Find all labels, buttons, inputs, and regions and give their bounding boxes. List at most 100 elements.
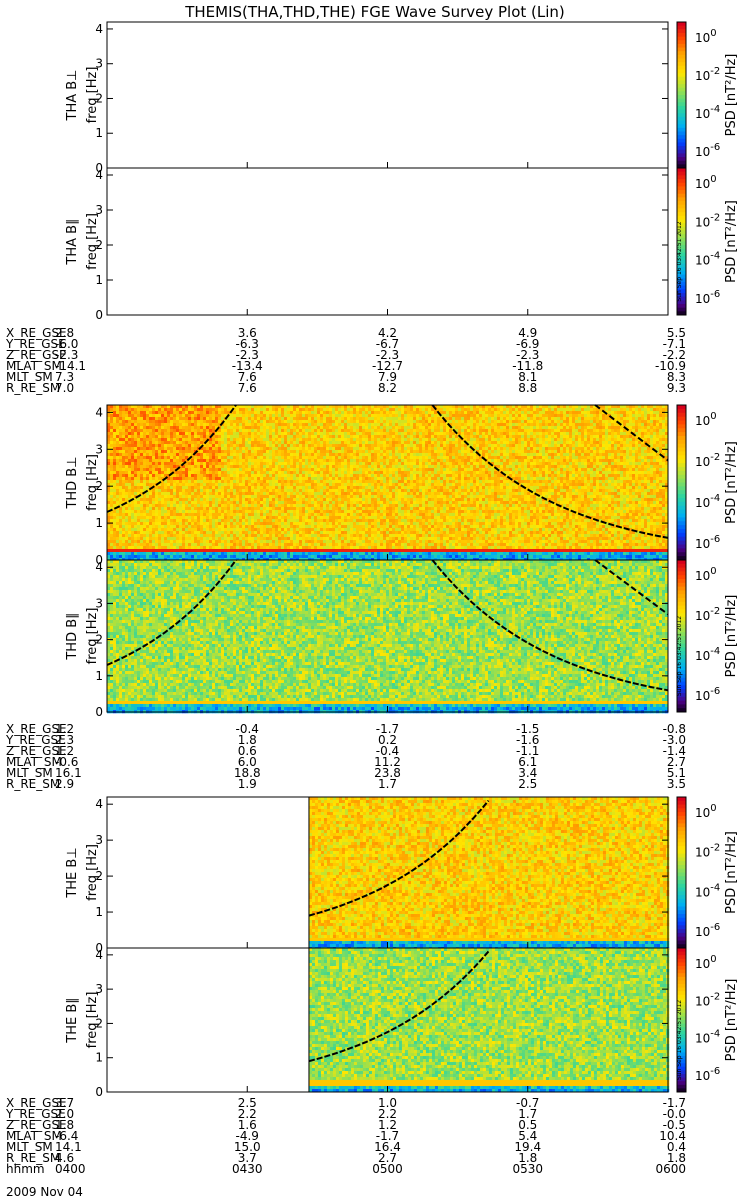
- heatmap-cell: [365, 480, 368, 483]
- heatmap-cell: [215, 465, 218, 468]
- heatmap-cell: [254, 495, 257, 498]
- heatmap-cell: [161, 486, 164, 489]
- heatmap-cell: [353, 552, 356, 555]
- heatmap-cell: [203, 486, 206, 489]
- heatmap-cell: [227, 435, 230, 438]
- heatmap-cell: [353, 531, 356, 534]
- heatmap-cell: [221, 483, 224, 486]
- heatmap-cell: [284, 483, 287, 486]
- heatmap-cell: [242, 543, 245, 546]
- heatmap-cell: [152, 465, 155, 468]
- heatmap-cell: [200, 432, 203, 435]
- heatmap-cell: [215, 528, 218, 531]
- heatmap-cell: [149, 408, 152, 411]
- heatmap-cell: [173, 528, 176, 531]
- heatmap-cell: [275, 441, 278, 444]
- heatmap-cell: [206, 546, 209, 549]
- heatmap-cell: [239, 435, 242, 438]
- heatmap-cell: [170, 546, 173, 549]
- heatmap-cell: [167, 543, 170, 546]
- heatmap-cell: [251, 489, 254, 492]
- heatmap-cell: [146, 447, 149, 450]
- heatmap-cell: [209, 537, 212, 540]
- heatmap-cell: [233, 549, 236, 552]
- heatmap-cell: [275, 411, 278, 414]
- heatmap-cell: [326, 429, 329, 432]
- heatmap-cell: [131, 525, 134, 528]
- heatmap-cell: [188, 480, 191, 483]
- heatmap-cell: [203, 423, 206, 426]
- heatmap-cell: [122, 519, 125, 522]
- heatmap-cell: [152, 495, 155, 498]
- heatmap-cell: [149, 498, 152, 501]
- heatmap-cell: [329, 486, 332, 489]
- heatmap-cell: [317, 471, 320, 474]
- heatmap-cell: [149, 525, 152, 528]
- heatmap-cell: [329, 492, 332, 495]
- heatmap-cell: [161, 435, 164, 438]
- heatmap-cell: [299, 468, 302, 471]
- heatmap-cell: [257, 525, 260, 528]
- heatmap-cell: [230, 507, 233, 510]
- heatmap-cell: [344, 492, 347, 495]
- heatmap-cell: [287, 471, 290, 474]
- heatmap-cell: [338, 480, 341, 483]
- heatmap-cell: [140, 450, 143, 453]
- heatmap-cell: [356, 489, 359, 492]
- heatmap-cell: [149, 441, 152, 444]
- heatmap-cell: [293, 456, 296, 459]
- heatmap-cell: [311, 516, 314, 519]
- heatmap-cell: [317, 417, 320, 420]
- heatmap-cell: [287, 525, 290, 528]
- y-tick-label: 0: [95, 308, 103, 322]
- heatmap-cell: [254, 498, 257, 501]
- heatmap-cell: [110, 459, 113, 462]
- heatmap-cell: [317, 408, 320, 411]
- heatmap-cell: [281, 450, 284, 453]
- heatmap-cell: [140, 516, 143, 519]
- heatmap-cell: [173, 429, 176, 432]
- heatmap-cell: [188, 549, 191, 552]
- heatmap-cell: [326, 525, 329, 528]
- heatmap-cell: [215, 468, 218, 471]
- heatmap-cell: [326, 468, 329, 471]
- heatmap-cell: [227, 492, 230, 495]
- heatmap-cell: [218, 531, 221, 534]
- heatmap-cell: [356, 504, 359, 507]
- heatmap-cell: [221, 414, 224, 417]
- heatmap-cell: [119, 483, 122, 486]
- heatmap-cell: [221, 531, 224, 534]
- heatmap-cell: [203, 525, 206, 528]
- heatmap-cell: [362, 435, 365, 438]
- heatmap-cell: [359, 516, 362, 519]
- heatmap-cell: [335, 528, 338, 531]
- heatmap-cell: [320, 516, 323, 519]
- heatmap-cell: [272, 540, 275, 543]
- heatmap-cell: [119, 441, 122, 444]
- heatmap-cell: [188, 471, 191, 474]
- heatmap-cell: [356, 534, 359, 537]
- colorbar-segment: [677, 62, 686, 66]
- heatmap-cell: [152, 420, 155, 423]
- heatmap-cell: [206, 480, 209, 483]
- heatmap-cell: [194, 432, 197, 435]
- heatmap-cell: [215, 411, 218, 414]
- heatmap-cell: [206, 504, 209, 507]
- heatmap-cell: [293, 516, 296, 519]
- heatmap-cell: [197, 474, 200, 477]
- heatmap-cell: [155, 534, 158, 537]
- heatmap-cell: [269, 456, 272, 459]
- heatmap-cell: [308, 432, 311, 435]
- heatmap-cell: [134, 531, 137, 534]
- heatmap-cell: [281, 522, 284, 525]
- heatmap-cell: [290, 531, 293, 534]
- heatmap-cell: [230, 459, 233, 462]
- heatmap-cell: [149, 540, 152, 543]
- heatmap-cell: [119, 447, 122, 450]
- heatmap-cell: [170, 543, 173, 546]
- heatmap-cell: [119, 456, 122, 459]
- heatmap-cell: [359, 507, 362, 510]
- heatmap-cell: [152, 504, 155, 507]
- heatmap-cell: [356, 420, 359, 423]
- heatmap-cell: [332, 453, 335, 456]
